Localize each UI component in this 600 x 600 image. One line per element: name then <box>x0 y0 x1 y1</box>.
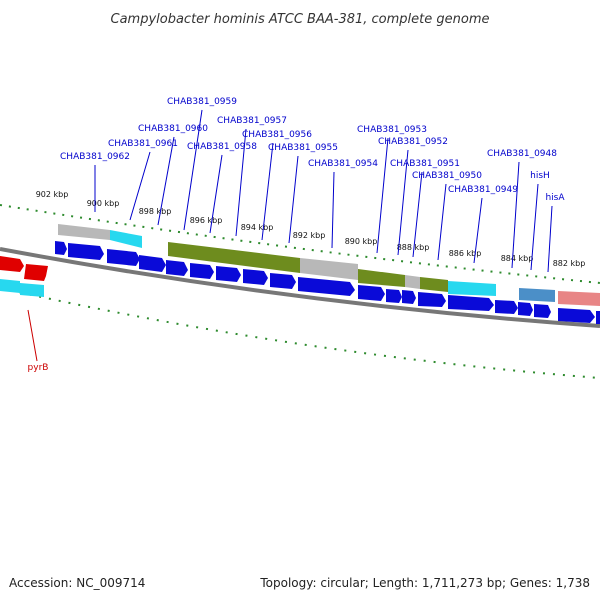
genome-backbone <box>0 247 600 328</box>
gene-leader-line <box>157 136 175 226</box>
cds-arrow <box>166 260 188 276</box>
cds-arrow <box>518 302 533 316</box>
cds-arrow <box>596 311 600 324</box>
gene-leader-line <box>473 197 483 264</box>
cds-arrow <box>55 241 67 255</box>
gene-label: CHAB381_0954 <box>308 159 378 169</box>
gene-leader-line <box>27 309 38 362</box>
scale-label: 884 kbp <box>501 254 534 263</box>
gene-leader-line <box>412 171 423 258</box>
cds-arrow <box>358 285 385 301</box>
gene-leader-line <box>511 161 520 269</box>
scale-label: 886 kbp <box>449 249 482 258</box>
pyrB-cyan-bar <box>20 283 44 297</box>
map-title: Campylobacter hominis ATCC BAA-381, comp… <box>111 12 490 27</box>
gene-leader-line <box>437 183 447 261</box>
cds-arrow <box>190 263 214 279</box>
feature-bar <box>558 291 600 306</box>
gene-label: pyrB <box>28 363 49 373</box>
gene-leader-line <box>547 205 553 273</box>
feature-bar <box>300 258 358 280</box>
pyrB-red-arrow <box>0 256 24 272</box>
scale-label: 888 kbp <box>397 243 430 252</box>
gene-label: CHAB381_0948 <box>487 149 557 159</box>
gene-label: CHAB381_0950 <box>412 171 482 181</box>
feature-bar <box>420 277 448 292</box>
cds-track <box>55 241 600 324</box>
cds-arrow <box>495 300 518 314</box>
gene-label: CHAB381_0953 <box>357 125 427 135</box>
gene-label: CHAB381_0949 <box>448 185 518 195</box>
gene-label: CHAB381_0957 <box>217 116 287 126</box>
scale-label: 896 kbp <box>190 216 223 225</box>
gene-leader-line <box>288 155 299 244</box>
pyrB-cyan-bar <box>0 279 20 293</box>
feature-bar <box>519 288 555 302</box>
scale-label: 898 kbp <box>139 207 172 216</box>
feature-bar <box>168 242 300 273</box>
cds-arrow <box>243 269 268 285</box>
gene-label: CHAB381_0959 <box>167 97 237 107</box>
cds-arrow <box>298 277 355 296</box>
cds-arrow <box>270 273 296 289</box>
cds-arrow <box>534 304 551 318</box>
cds-arrow <box>558 308 595 323</box>
cds-arrow <box>107 249 140 266</box>
pyrB-region <box>0 256 48 297</box>
gene-label: hisH <box>530 171 550 181</box>
scale-label: 902 kbp <box>36 190 69 199</box>
gene-label: CHAB381_0956 <box>242 130 312 140</box>
gene-label: CHAB381_0960 <box>138 124 208 134</box>
scale-label: 900 kbp <box>87 199 120 208</box>
feature-bar <box>358 269 405 287</box>
feature-bar <box>110 230 142 248</box>
scale-label: 890 kbp <box>345 237 378 246</box>
gene-label: CHAB381_0951 <box>390 159 460 169</box>
topology-summary: Topology: circular; Length: 1,711,273 bp… <box>259 576 590 590</box>
cds-arrow <box>418 292 446 307</box>
gene-label: hisA <box>545 193 565 203</box>
scale-label: 892 kbp <box>293 231 326 240</box>
gene-label: CHAB381_0958 <box>187 142 257 152</box>
feature-bar <box>405 275 420 289</box>
gene-leader-line <box>331 171 335 249</box>
gene-leader-line <box>530 183 539 271</box>
scale-label: 882 kbp <box>553 259 586 268</box>
gene-leader-line <box>376 137 389 254</box>
feature-track <box>58 224 600 306</box>
cds-arrow <box>448 295 494 311</box>
gene-leader-line <box>129 151 151 221</box>
gene-label: CHAB381_0952 <box>378 137 448 147</box>
accession-text: Accession: NC_009714 <box>9 576 145 590</box>
gene-labels: CHAB381_0959 CHAB381_0957 CHAB381_0960 CHAB… <box>27 97 565 373</box>
cds-arrow <box>139 255 166 272</box>
feature-bar <box>448 281 496 296</box>
cds-arrow <box>402 290 416 304</box>
gene-leader-line <box>209 154 223 234</box>
feature-bar <box>58 224 110 240</box>
cds-arrow <box>68 243 104 260</box>
scale-labels: 902 kbp 900 kbp 898 kbp 896 kbp 894 kbp 892 k… <box>36 190 586 268</box>
gene-leader-line <box>261 142 274 241</box>
scale-label: 894 kbp <box>241 223 274 232</box>
gene-leader-line <box>397 149 409 256</box>
cds-arrow <box>386 289 402 303</box>
gene-label: CHAB381_0961 <box>108 139 178 149</box>
gene-leader-line <box>235 128 247 237</box>
gene-leader-line <box>183 109 203 231</box>
gene-label: CHAB381_0962 <box>60 152 130 162</box>
pyrB-red-arrow <box>24 264 48 281</box>
cds-arrow <box>216 266 241 282</box>
gene-label: CHAB381_0955 <box>268 143 338 153</box>
